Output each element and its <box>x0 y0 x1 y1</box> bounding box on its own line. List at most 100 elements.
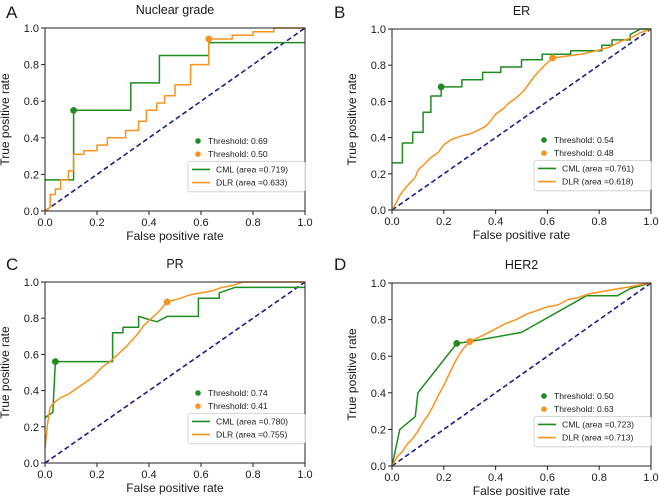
x-tick-label: 0.0 <box>37 469 52 481</box>
y-tick-label: 1.0 <box>24 277 39 289</box>
chance-diagonal <box>391 28 652 211</box>
legend-series-label: DLR (area =0.755) <box>216 430 288 440</box>
y-tick-label: 0.6 <box>24 96 39 108</box>
legend-box <box>187 160 306 193</box>
chance-diagonal <box>44 27 306 212</box>
x-axis-label: False positive rate <box>126 481 224 495</box>
threshold-point-dlr <box>163 298 171 306</box>
legend: Threshold: 0.50 Threshold: 0.63 CML (area … <box>533 391 652 448</box>
legend-series-label: CML (area =0.780) <box>216 416 288 426</box>
y-axis-label: True positive rate <box>345 328 359 421</box>
panel-letter: B <box>334 3 345 22</box>
chart-title: ER <box>513 4 530 18</box>
x-tick-label: 0.0 <box>384 472 399 484</box>
x-axis-label: False positive rate <box>473 484 571 496</box>
x-tick-label: 0.8 <box>245 469 260 481</box>
roc-line-dlr <box>44 281 305 449</box>
x-tick-label: 0.6 <box>540 472 555 484</box>
y-tick-label: 0.8 <box>371 315 386 327</box>
y-tick-label: 0.6 <box>371 96 386 108</box>
plot-frame <box>391 28 652 211</box>
panel-letter: A <box>6 3 18 22</box>
legend-box <box>533 415 652 448</box>
y-tick-label: 0.8 <box>371 60 386 72</box>
x-tick-label: 0.4 <box>141 217 156 229</box>
threshold-point-dlr <box>549 54 556 62</box>
threshold-point-dlr <box>205 35 213 43</box>
x-tick-label: 0.4 <box>488 216 503 228</box>
x-tick-label: 0.6 <box>540 216 555 228</box>
legend: Threshold: 0.69 Threshold: 0.50 CML (area … <box>187 136 306 193</box>
legend-marker-cml <box>195 390 201 396</box>
x-tick-label: 0.6 <box>193 469 208 481</box>
legend-threshold-label: Threshold: 0.74 <box>208 388 268 398</box>
y-tick-label: 0.0 <box>24 206 39 218</box>
x-axis-label: False positive rate <box>473 228 571 242</box>
y-axis-label: True positive rate <box>0 73 12 166</box>
threshold-point-dlr <box>466 338 474 345</box>
x-tick-label: 0.2 <box>436 216 451 228</box>
legend-marker-cml <box>541 137 547 143</box>
y-tick-label: 0.2 <box>371 424 386 436</box>
legend-threshold-label: Threshold: 0.41 <box>208 401 268 411</box>
legend-marker-dlr <box>195 151 201 157</box>
legend-threshold-label: Threshold: 0.50 <box>554 391 614 401</box>
x-axis-label: False positive rate <box>126 229 224 243</box>
legend-threshold-label: Threshold: 0.63 <box>554 404 614 414</box>
legend-threshold-label: Threshold: 0.54 <box>554 135 614 145</box>
x-tick-label: 0.6 <box>193 217 208 229</box>
legend-series-label: DLR (area =0.633) <box>216 178 288 188</box>
x-tick-label: 0.2 <box>89 469 104 481</box>
threshold-point-cml <box>70 106 77 114</box>
roc-line-dlr <box>391 28 652 211</box>
legend-threshold-label: Threshold: 0.69 <box>208 136 268 146</box>
y-tick-label: 0.8 <box>24 313 39 325</box>
legend-marker-dlr <box>541 406 547 413</box>
y-tick-label: 0.4 <box>24 133 39 145</box>
plot-frame <box>391 282 652 467</box>
x-tick-label: 0.8 <box>592 216 607 228</box>
y-tick-label: 0.2 <box>24 422 39 434</box>
legend-marker-dlr <box>541 150 547 156</box>
threshold-point-cml <box>437 83 445 91</box>
y-axis-label: True positive rate <box>0 326 12 419</box>
panel-d: D HER2 0.0 0.2 0.4 0.6 0.8 1.0 0.0 0.2 0.4 0.6 0.8 1.… <box>334 255 659 496</box>
legend-series-label: CML (area =0.761) <box>562 163 634 173</box>
x-tick-label: 0.8 <box>245 217 260 229</box>
y-tick-label: 0.0 <box>24 458 39 470</box>
y-tick-label: 1.0 <box>24 23 39 35</box>
y-tick-label: 0.2 <box>371 169 386 181</box>
chart-title: HER2 <box>505 258 538 272</box>
legend-marker-dlr <box>195 403 201 410</box>
legend: Threshold: 0.74 Threshold: 0.41 CML (area … <box>187 388 306 445</box>
y-tick-label: 0.4 <box>24 386 39 398</box>
y-tick-label: 0.8 <box>24 60 39 72</box>
y-tick-label: 0.4 <box>371 133 386 145</box>
x-tick-label: 1.0 <box>297 469 312 481</box>
x-tick-label: 1.0 <box>297 217 312 229</box>
plot-frame <box>44 27 306 212</box>
chart-title: PR <box>166 257 183 271</box>
x-tick-label: 0.0 <box>37 217 52 229</box>
x-tick-label: 1.0 <box>643 472 658 484</box>
legend-box <box>533 159 652 192</box>
roc-line-dlr <box>391 282 652 467</box>
legend-marker-cml <box>195 138 201 144</box>
panel-c: C PR 0.0 0.2 0.4 0.6 0.8 1.0 0.0 0.2 0.4 0.6 0.8 1.0 F… <box>0 255 313 495</box>
legend-series-label: CML (area =0.719) <box>216 164 288 174</box>
x-tick-label: 0.8 <box>592 472 607 484</box>
legend-marker-cml <box>541 393 547 399</box>
panel-letter: D <box>334 255 346 274</box>
panel-letter: C <box>6 255 18 274</box>
threshold-point-cml <box>453 339 461 347</box>
y-tick-label: 0.4 <box>371 388 386 400</box>
panel-a: A Nuclear grade 0.0 0.2 0.4 0.6 0.8 1.0 0.0 0.2 0.… <box>0 3 313 243</box>
y-tick-label: 1.0 <box>371 24 386 36</box>
roc-line-dlr <box>44 27 305 212</box>
chart-title: Nuclear grade <box>136 3 215 17</box>
y-tick-label: 0.6 <box>371 351 386 363</box>
x-tick-label: 0.2 <box>436 472 451 484</box>
legend-series-label: CML (area =0.723) <box>562 419 634 429</box>
chance-diagonal <box>391 282 652 467</box>
